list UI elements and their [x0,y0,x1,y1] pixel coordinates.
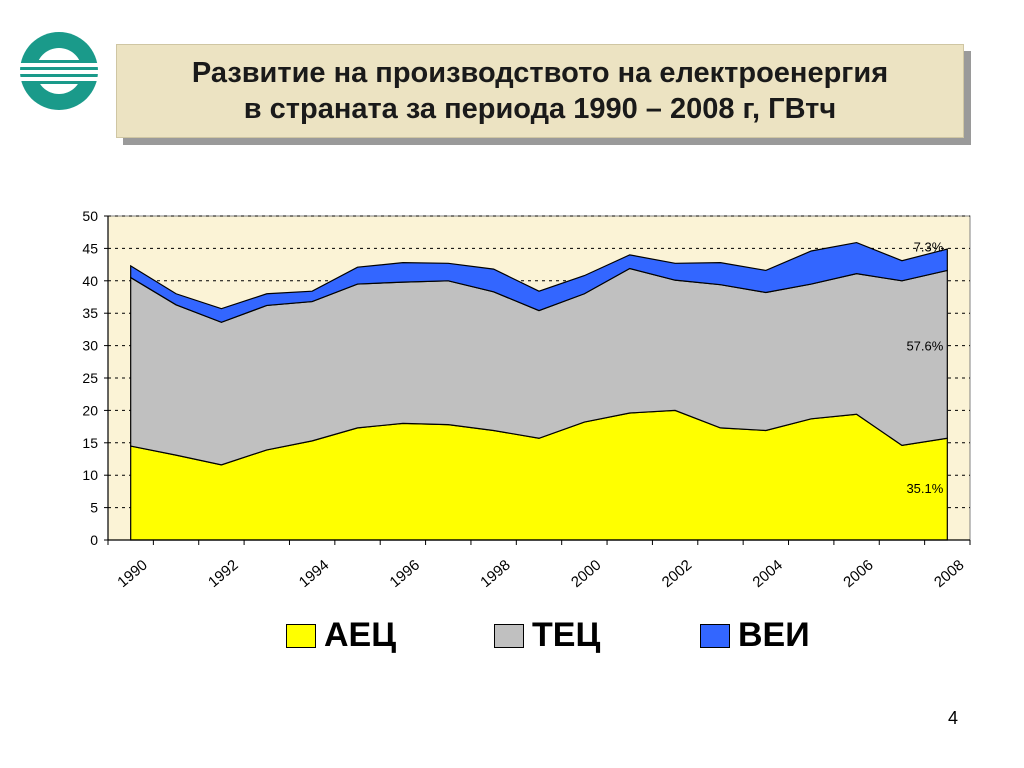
data-label-1: 57.6% [906,339,943,354]
legend-item-tec: ТЕЦ [494,616,600,655]
y-tick-label-45: 45 [82,240,98,256]
x-tick-label-1996: 1996 [387,557,423,591]
x-tick-label-2004: 2004 [749,557,785,591]
x-tick-label-1992: 1992 [205,557,241,591]
page-number: 4 [948,708,959,728]
x-tick-label-2008: 2008 [931,557,967,591]
x-tick-label-1998: 1998 [477,557,513,591]
y-tick-label-35: 35 [82,305,98,321]
legend-item-aec: АЕЦ [286,616,396,655]
y-tick-label-5: 5 [90,500,98,516]
x-tick-label-1994: 1994 [296,557,332,591]
x-tick-label-2002: 2002 [659,557,695,591]
page-title-line-2: в страната за периода 1990 – 2008 г, ГВт… [243,93,837,125]
legend-swatch-vei [700,623,730,648]
legend-label-vei: ВЕИ [738,616,810,654]
x-tick-label-2000: 2000 [568,557,604,591]
y-tick-label-0: 0 [90,532,98,548]
legend-label-aec: АЕЦ [324,616,397,654]
data-label-2: 35.1% [906,481,943,496]
title-box: Развитие на производството на електроене… [116,44,964,138]
legend-label-tec: ТЕЦ [532,616,601,654]
legend-item-vei: ВЕИ [700,616,810,655]
chart-legend: АЕЦ ТЕЦ ВЕИ [0,612,1024,662]
y-tick-label-25: 25 [82,370,98,386]
y-tick-label-20: 20 [82,402,98,418]
x-tick-label-2006: 2006 [840,557,876,591]
y-tick-label-15: 15 [82,435,98,451]
x-tick-label-1990: 1990 [114,557,150,591]
legend-swatch-tec [494,623,524,648]
legend-swatch-aec [286,623,316,648]
y-tick-label-40: 40 [82,273,98,289]
area-series-vei [130,241,948,323]
company-logo [18,32,100,110]
stacked-area-chart: 0 5 10 15 20 25 30 35 40 45 50 1990 1992 1994 1996 1998… [82,208,971,591]
page-title-line-1: Развитие на производството на електроене… [191,57,889,89]
data-label-0: 7.3% [914,239,944,254]
y-tick-label-50: 50 [82,208,98,224]
y-tick-label-30: 30 [82,338,98,354]
y-tick-label-10: 10 [82,467,98,483]
